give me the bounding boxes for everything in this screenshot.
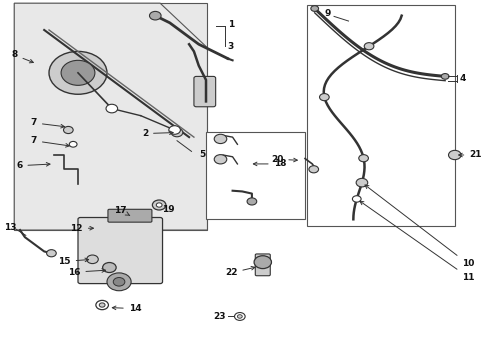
Text: 10: 10 [365, 185, 474, 269]
Circle shape [96, 300, 108, 310]
Text: 8: 8 [11, 50, 33, 63]
Text: 11: 11 [360, 201, 474, 282]
Circle shape [214, 134, 227, 144]
Text: 23: 23 [213, 312, 225, 321]
Text: 6: 6 [16, 161, 50, 170]
Circle shape [87, 255, 98, 264]
Circle shape [235, 312, 245, 320]
Text: 14: 14 [112, 304, 141, 313]
Polygon shape [14, 3, 207, 230]
Circle shape [214, 155, 227, 164]
Text: 7: 7 [30, 118, 65, 128]
Text: 5: 5 [199, 150, 205, 159]
Circle shape [61, 60, 95, 85]
Circle shape [49, 51, 107, 94]
Circle shape [169, 126, 180, 134]
Circle shape [359, 155, 368, 162]
Text: 20: 20 [271, 155, 297, 164]
Circle shape [106, 104, 118, 113]
Text: 3: 3 [228, 41, 234, 50]
Text: 15: 15 [58, 257, 89, 266]
Circle shape [309, 166, 318, 173]
Circle shape [247, 198, 257, 205]
FancyBboxPatch shape [14, 3, 207, 230]
Text: 12: 12 [71, 224, 94, 233]
Text: 2: 2 [142, 129, 173, 138]
Circle shape [69, 141, 77, 147]
FancyBboxPatch shape [78, 217, 163, 284]
Circle shape [171, 128, 183, 137]
FancyBboxPatch shape [255, 254, 270, 276]
FancyBboxPatch shape [206, 132, 305, 219]
Text: 7: 7 [30, 136, 70, 147]
Circle shape [107, 273, 131, 291]
Circle shape [238, 315, 242, 318]
Text: 16: 16 [68, 268, 105, 277]
Circle shape [254, 256, 271, 269]
Circle shape [311, 6, 319, 12]
Circle shape [352, 196, 361, 202]
Circle shape [356, 178, 368, 187]
Text: 17: 17 [114, 206, 130, 216]
Circle shape [319, 94, 329, 101]
Circle shape [149, 12, 161, 20]
FancyBboxPatch shape [194, 76, 216, 107]
Circle shape [441, 73, 449, 79]
Text: 9: 9 [324, 9, 331, 18]
Circle shape [47, 249, 56, 257]
FancyBboxPatch shape [108, 209, 152, 222]
Text: 1: 1 [228, 20, 234, 29]
Text: 18: 18 [253, 159, 286, 168]
Circle shape [99, 303, 105, 307]
Text: 13: 13 [3, 222, 16, 231]
Circle shape [152, 200, 166, 210]
Text: 19: 19 [162, 205, 174, 214]
Circle shape [102, 262, 116, 273]
Circle shape [113, 278, 125, 286]
Circle shape [64, 126, 73, 134]
FancyBboxPatch shape [307, 5, 455, 226]
Text: 22: 22 [225, 266, 255, 277]
Text: 21: 21 [459, 150, 482, 159]
Circle shape [448, 150, 461, 159]
Text: 4: 4 [460, 74, 466, 83]
Circle shape [364, 42, 374, 50]
Circle shape [156, 203, 162, 207]
